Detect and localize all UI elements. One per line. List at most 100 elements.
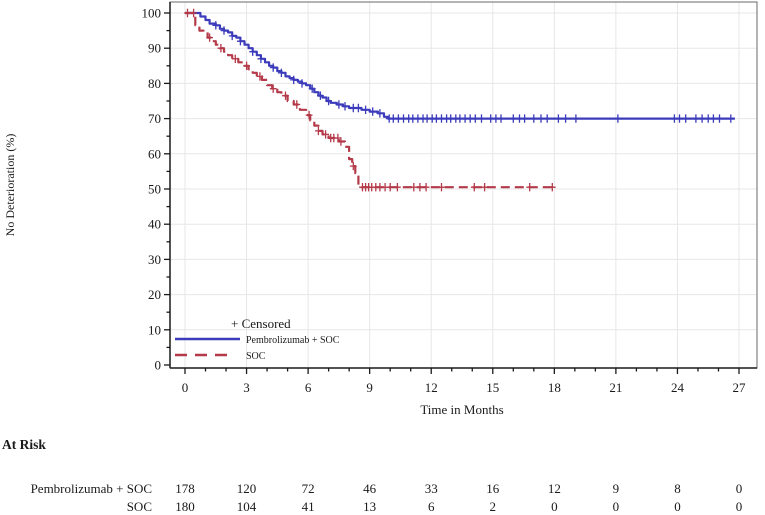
censor-plus-icon <box>710 114 717 123</box>
at-risk-count: 104 <box>237 499 257 514</box>
legend-label-1: SOC <box>246 351 266 362</box>
censor-plus-icon <box>249 47 257 56</box>
censor-plus-icon <box>682 114 690 123</box>
x-tick-label: 12 <box>425 380 438 395</box>
censor-plus-icon <box>548 183 556 192</box>
censor-plus-icon <box>716 114 723 123</box>
censor-plus-icon <box>349 161 357 171</box>
censor-plus-icon <box>555 114 562 123</box>
at-risk-count: 6 <box>428 499 435 514</box>
at-risk-count: 12 <box>548 481 561 496</box>
censor-plus-icon <box>355 103 362 113</box>
censor-plus-icon <box>237 37 244 46</box>
censor-plus-icon <box>293 100 301 109</box>
censor-plus-icon <box>315 126 322 136</box>
at-risk-count: 33 <box>425 481 438 496</box>
gridlines <box>170 2 757 368</box>
at-risk-count: 13 <box>363 499 376 514</box>
at-risk-count: 180 <box>175 499 195 514</box>
censor-plus-icon <box>341 102 349 111</box>
censor-plus-icon <box>410 183 418 192</box>
censor-plus-icon <box>543 114 551 123</box>
censor-plus-icon <box>337 137 345 146</box>
x-tick-label: 27 <box>733 380 747 395</box>
censor-plus-icon <box>692 114 700 123</box>
censor-plus-icon <box>322 130 329 139</box>
censor-plus-icon <box>282 91 289 100</box>
censor-plus-icon <box>335 100 343 109</box>
censor-plus-icon <box>369 107 377 116</box>
x-tick-label: 18 <box>548 380 561 395</box>
censor-plus-icon <box>521 114 528 123</box>
censor-plus-icon <box>386 183 394 192</box>
censor-plus-icon <box>220 26 228 35</box>
x-tick-label: 6 <box>305 380 312 395</box>
y-tick-label: 100 <box>142 6 162 21</box>
censor-plus-icon <box>308 84 316 93</box>
y-tick-label: 20 <box>148 287 161 302</box>
censor-plus-icon <box>206 33 213 42</box>
censor-plus-icon <box>231 54 239 63</box>
censor-plus-icon <box>190 8 197 18</box>
censor-plus-icon <box>471 114 479 123</box>
at-risk-count: 16 <box>486 481 500 496</box>
censor-plus-icon <box>509 114 517 123</box>
censor-plus-icon <box>290 75 298 85</box>
censor-plus-icon <box>416 183 424 192</box>
censor-plus-icon <box>257 54 265 63</box>
censor-plus-icon <box>572 114 580 123</box>
x-tick-label: 15 <box>486 380 499 395</box>
censor-marks-1 <box>184 8 556 192</box>
at-risk-count: 0 <box>674 499 681 514</box>
censor-plus-icon <box>530 114 538 123</box>
series-curve-0 <box>185 11 735 120</box>
at-risk-count: 0 <box>613 499 620 514</box>
censor-plus-icon <box>362 105 369 114</box>
at-risk-count: 9 <box>613 481 620 496</box>
at-risk-row-label: SOC <box>127 499 152 514</box>
y-tick-label: 30 <box>148 252 161 267</box>
y-tick-label: 90 <box>148 41 161 56</box>
censor-plus-icon <box>526 183 534 192</box>
y-tick-label: 10 <box>148 322 161 337</box>
censor-plus-icon <box>325 96 332 106</box>
censor-plus-icon <box>376 109 384 118</box>
censor-plus-icon <box>278 68 285 77</box>
censor-plus-icon <box>317 91 324 100</box>
censor-plus-icon <box>256 72 264 81</box>
censor-plus-icon <box>562 114 569 123</box>
plot-frame <box>169 1 758 369</box>
x-tick-label: 3 <box>243 380 250 395</box>
at-risk-count: 178 <box>175 481 195 496</box>
y-axis-title: No Deterioration (%) <box>3 134 17 237</box>
censor-plus-icon <box>438 183 445 192</box>
censor-plus-icon <box>243 61 250 70</box>
at-risk-title: At Risk <box>2 437 46 452</box>
at-risk-count: 0 <box>736 481 743 496</box>
at-risk-count: 72 <box>302 481 315 496</box>
at-risk-count: 120 <box>237 481 257 496</box>
censor-plus-icon <box>470 183 478 192</box>
censor-plus-icon <box>269 84 277 93</box>
y-tick-label: 80 <box>148 76 161 91</box>
censor-plus-icon <box>217 44 225 53</box>
at-risk-count: 41 <box>302 499 315 514</box>
censor-plus-icon <box>305 110 313 120</box>
censor-plus-icon <box>298 79 306 88</box>
y-tick-label: 70 <box>148 111 161 126</box>
censor-marks-0 <box>212 21 735 123</box>
censor-plus-icon <box>478 114 485 123</box>
censor-plus-icon <box>497 114 505 123</box>
legend-label-0: Pembrolizumab + SOC <box>246 335 340 346</box>
censor-plus-icon <box>212 21 220 30</box>
y-tick-label: 60 <box>148 146 161 161</box>
censor-plus-icon <box>228 31 236 41</box>
y-tick-label: 50 <box>148 182 161 197</box>
censor-plus-icon <box>614 114 622 123</box>
censor-plus-icon <box>481 183 488 192</box>
censor-plus-icon <box>727 114 735 123</box>
censor-plus-icon <box>422 183 430 192</box>
at-risk-count: 2 <box>490 499 497 514</box>
